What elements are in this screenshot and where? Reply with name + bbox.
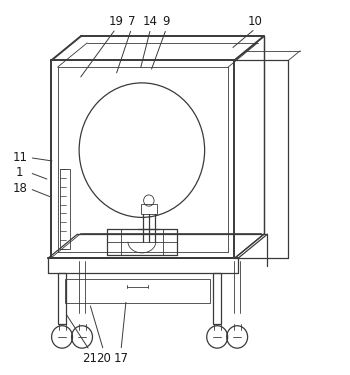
Text: 19: 19 (108, 15, 123, 28)
Text: 9: 9 (162, 15, 170, 28)
Text: 10: 10 (248, 15, 262, 28)
Bar (214, 273, 221, 324)
Text: 20: 20 (96, 352, 111, 365)
Text: 18: 18 (13, 182, 27, 195)
Text: 21: 21 (82, 352, 97, 365)
Bar (58, 273, 66, 324)
Bar (60, 169, 70, 249)
Text: 14: 14 (143, 15, 158, 28)
Text: 17: 17 (113, 352, 128, 365)
Text: 7: 7 (128, 15, 135, 28)
Text: 1: 1 (16, 166, 23, 179)
Bar (141, 204, 156, 214)
Bar (65, 279, 210, 303)
Text: 11: 11 (12, 151, 27, 164)
